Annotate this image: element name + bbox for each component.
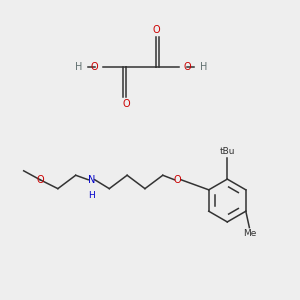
Text: Me: Me (243, 230, 256, 238)
Text: O: O (174, 175, 182, 185)
Text: O: O (122, 99, 130, 109)
Text: O: O (184, 62, 191, 72)
Text: N: N (88, 175, 95, 185)
Text: O: O (91, 62, 99, 72)
Text: O: O (36, 175, 44, 185)
Text: H: H (75, 62, 82, 72)
Text: tBu: tBu (220, 147, 235, 156)
Text: H: H (200, 62, 207, 72)
Text: H: H (88, 191, 95, 200)
Text: O: O (152, 25, 160, 35)
